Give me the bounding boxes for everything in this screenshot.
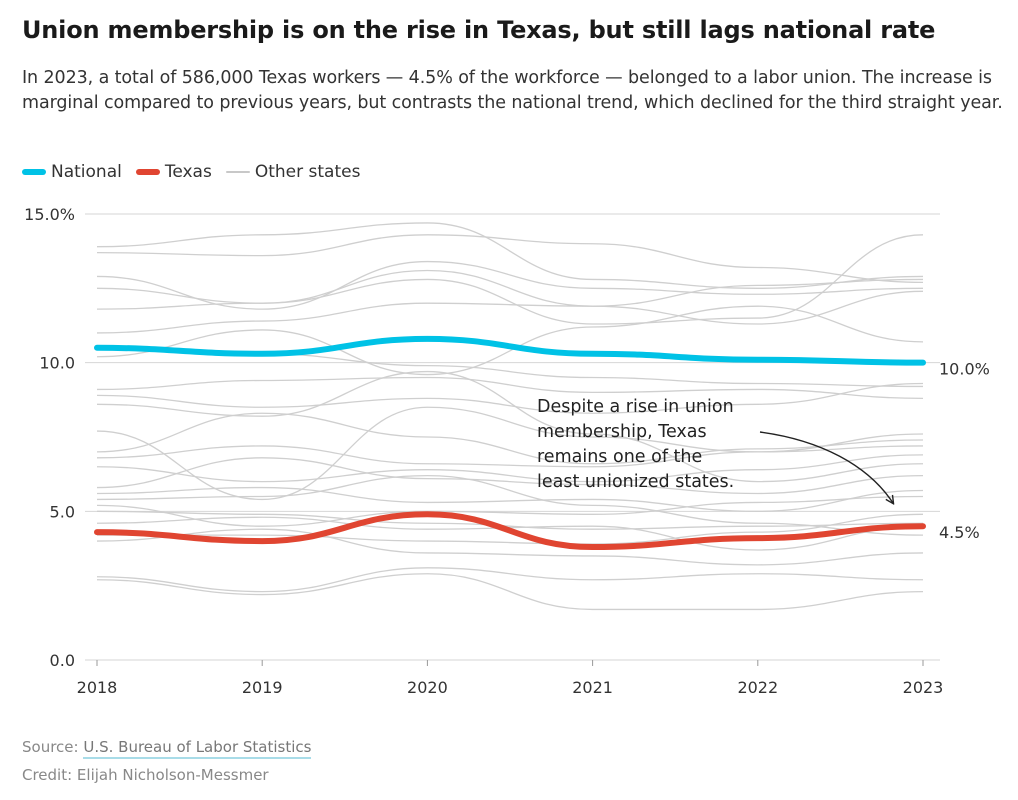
- credit-line: Credit: Elijah Nicholson-Messmer: [22, 766, 269, 784]
- gridlines: 0.0 5.0 10.0 15.0%: [24, 205, 940, 670]
- other-state-line: [96, 412, 924, 465]
- x-tick-label: 2021: [572, 678, 613, 697]
- legend-label-national: National: [51, 162, 122, 182]
- annotation-arrow: [759, 431, 893, 503]
- other-state-line: [96, 495, 924, 527]
- other-state-line: [96, 260, 924, 310]
- other-states-lines: [96, 222, 924, 611]
- chart-subtitle: In 2023, a total of 586,000 Texas worker…: [22, 68, 1003, 113]
- other-state-line: [96, 382, 924, 414]
- other-state-line: [96, 433, 924, 468]
- annotation-line: least unionized states.: [537, 472, 734, 492]
- other-state-line: [96, 567, 924, 593]
- national-end-label: 10.0%: [939, 360, 990, 379]
- x-tick-label: 2018: [77, 678, 118, 697]
- y-tick-label: 0.0: [50, 651, 75, 670]
- legend-item-national: National: [22, 162, 122, 182]
- other-state-line: [96, 305, 924, 376]
- annotation-line: membership, Texas: [537, 422, 707, 442]
- legend-label-texas: Texas: [164, 162, 212, 182]
- other-state-line: [96, 290, 924, 334]
- legend-swatch-national: [22, 169, 46, 175]
- other-state-line: [96, 457, 924, 495]
- source-link[interactable]: U.S. Bureau of Labor Statistics: [83, 738, 312, 759]
- legend-swatch-other-states: [225, 171, 250, 173]
- other-state-line: [96, 510, 924, 530]
- other-state-line: [96, 475, 924, 536]
- x-axis: 2018 2019 2020 2021 2022 2023: [77, 660, 944, 697]
- other-state-line: [96, 222, 924, 289]
- other-state-line: [96, 528, 924, 566]
- other-state-line: [96, 486, 924, 512]
- x-tick-label: 2019: [242, 678, 283, 697]
- y-tick-label: 5.0: [50, 502, 75, 521]
- x-tick-label: 2020: [407, 678, 448, 697]
- legend-label-other-states: Other states: [254, 162, 361, 182]
- annotation-line: Despite a rise in union: [537, 397, 734, 417]
- legend: National Texas Other states: [22, 160, 374, 184]
- y-tick-label: 10.0: [39, 354, 75, 373]
- annotation: Despite a rise in union membership, Texas…: [537, 397, 893, 503]
- y-tick-label: 15.0%: [24, 205, 75, 224]
- legend-item-other-states: Other states: [225, 162, 361, 182]
- other-state-line: [96, 376, 924, 399]
- legend-swatch-texas: [135, 169, 160, 175]
- annotation-text: Despite a rise in union membership, Texas…: [537, 397, 734, 492]
- national-line: [94, 335, 926, 366]
- chart-title: Union membership is on the rise in Texas…: [22, 16, 936, 44]
- other-state-line: [96, 516, 924, 551]
- line-chart: 0.0 5.0 10.0 15.0% 2018 2019 2020 2021 2022 2023 1…: [24, 205, 990, 697]
- source-line: Source: U.S. Bureau of Labor Statistics: [22, 738, 312, 759]
- other-state-line: [96, 370, 924, 483]
- source-prefix: Source:: [22, 738, 84, 756]
- x-tick-label: 2023: [903, 678, 944, 697]
- texas-line: [94, 511, 926, 551]
- other-state-line: [97, 513, 924, 545]
- legend-item-texas: Texas: [135, 162, 212, 182]
- other-state-line: [96, 234, 924, 284]
- annotation-line: remains one of the: [537, 447, 702, 467]
- texas-end-label: 4.5%: [939, 523, 980, 542]
- other-state-line: [96, 234, 924, 325]
- other-state-line: [96, 454, 924, 483]
- other-state-line: [96, 269, 924, 307]
- x-tick-label: 2022: [737, 678, 778, 697]
- other-state-line: [96, 573, 924, 611]
- other-state-line: [96, 406, 924, 501]
